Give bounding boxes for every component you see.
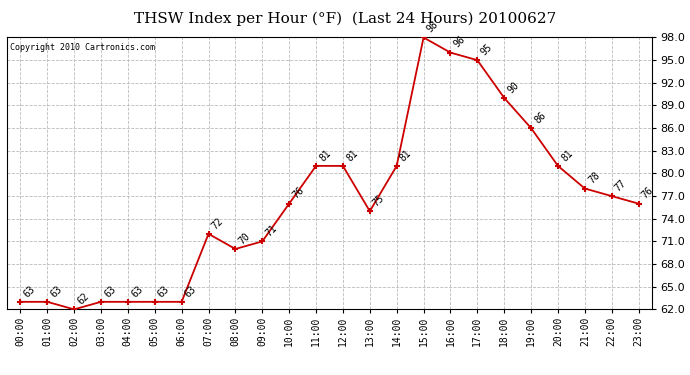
Text: 98: 98: [425, 20, 440, 35]
Text: 78: 78: [586, 170, 602, 186]
Text: 63: 63: [102, 284, 118, 299]
Text: 62: 62: [75, 291, 91, 307]
Text: 76: 76: [290, 186, 306, 201]
Text: 76: 76: [640, 186, 656, 201]
Text: 81: 81: [398, 148, 413, 163]
Text: 75: 75: [371, 193, 386, 208]
Text: 63: 63: [129, 284, 145, 299]
Text: 90: 90: [506, 80, 521, 95]
Text: 77: 77: [613, 178, 629, 194]
Text: THSW Index per Hour (°F)  (Last 24 Hours) 20100627: THSW Index per Hour (°F) (Last 24 Hours)…: [134, 11, 556, 26]
Text: 72: 72: [210, 216, 225, 231]
Text: 63: 63: [156, 284, 172, 299]
Text: 81: 81: [317, 148, 333, 163]
Text: 63: 63: [21, 284, 37, 299]
Text: 81: 81: [344, 148, 359, 163]
Text: 95: 95: [479, 42, 494, 57]
Text: 63: 63: [183, 284, 199, 299]
Text: 71: 71: [264, 223, 279, 238]
Text: 70: 70: [237, 231, 252, 246]
Text: 63: 63: [48, 284, 64, 299]
Text: Copyright 2010 Cartronics.com: Copyright 2010 Cartronics.com: [10, 43, 155, 52]
Text: 96: 96: [452, 34, 467, 50]
Text: 81: 81: [560, 148, 575, 163]
Text: 86: 86: [533, 110, 548, 125]
